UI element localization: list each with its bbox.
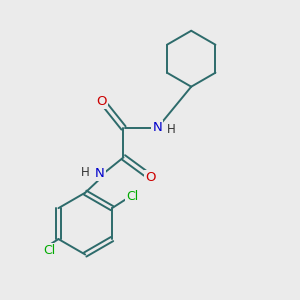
Text: N: N	[152, 122, 162, 134]
Text: H: H	[81, 166, 90, 178]
Text: H: H	[167, 123, 176, 136]
Text: Cl: Cl	[44, 244, 56, 257]
Text: O: O	[145, 171, 155, 184]
Text: Cl: Cl	[126, 190, 138, 203]
Text: N: N	[95, 167, 105, 180]
Text: O: O	[96, 95, 107, 108]
